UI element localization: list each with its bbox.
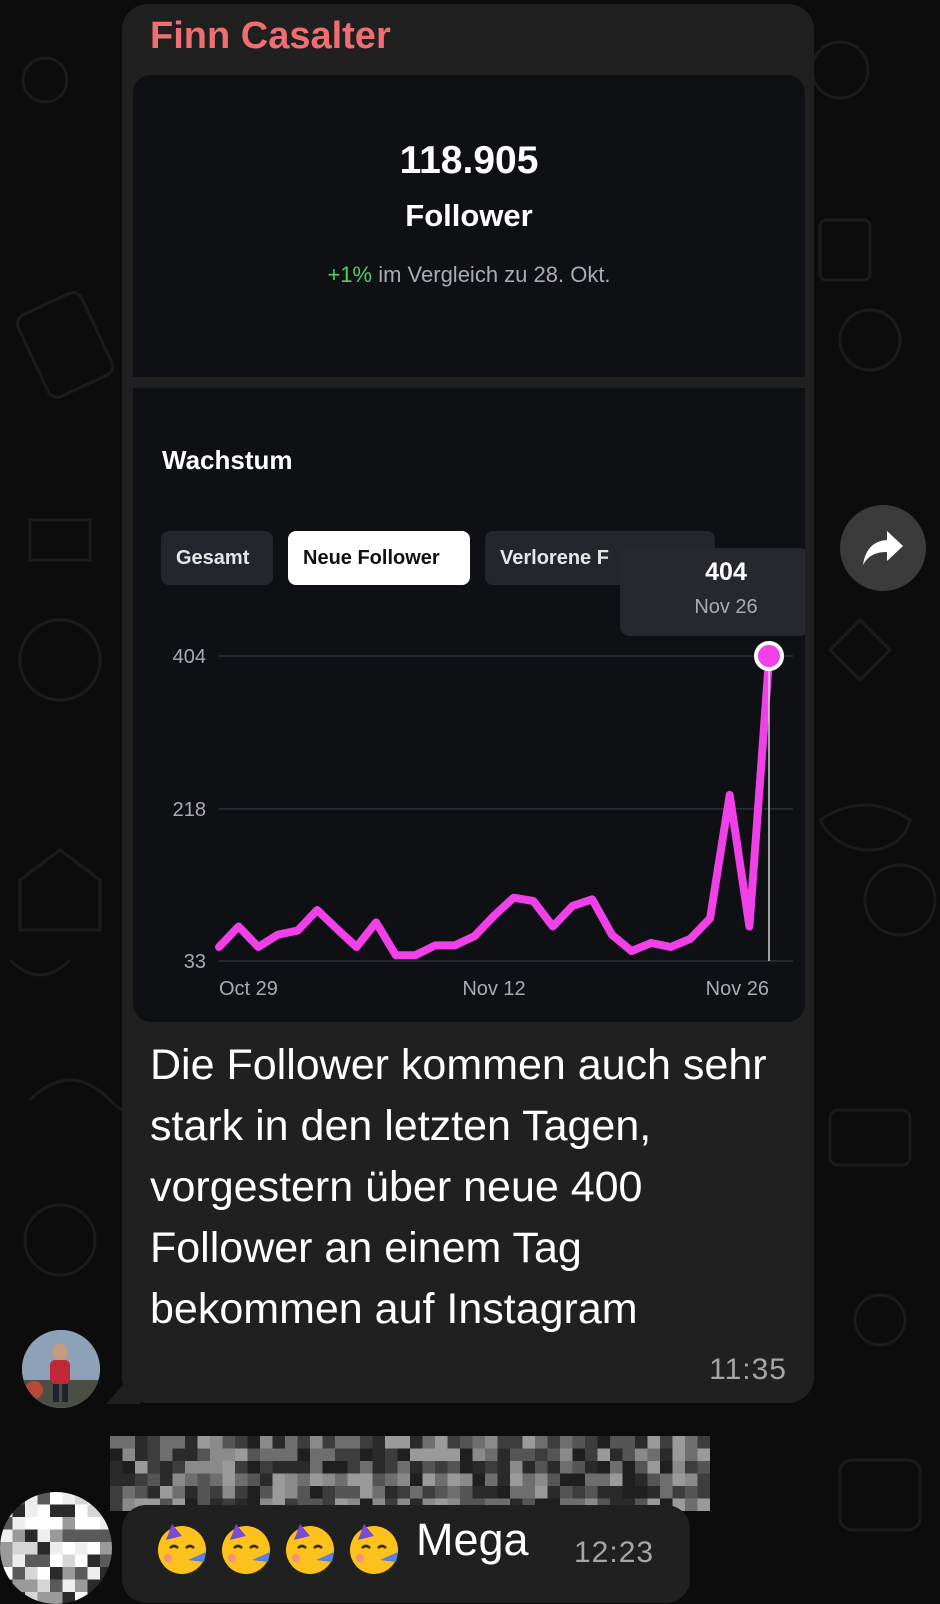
x-tick-label: Nov 26 xyxy=(706,978,769,1000)
share-arrow-icon xyxy=(863,531,903,565)
pixelated-sender-name xyxy=(110,1436,710,1511)
series-line xyxy=(215,655,773,960)
reply-bubble[interactable] xyxy=(122,1505,690,1603)
followers-count: 118.905 xyxy=(399,139,539,182)
y-tick-label: 404 xyxy=(173,646,206,668)
highlight-point[interactable] xyxy=(754,641,784,671)
message-text: Die Follower kommen auch sehr stark in d… xyxy=(150,1041,767,1333)
tab-gesamt[interactable]: Gesamt xyxy=(161,531,273,585)
y-tick-label: 218 xyxy=(173,799,206,821)
chart-tooltip: 404 Nov 26 xyxy=(620,548,805,636)
x-tick-label: Oct 29 xyxy=(219,978,278,1000)
message-time: 11:35 xyxy=(709,1353,787,1386)
tooltip-date: Nov 26 xyxy=(694,596,758,618)
followers-label: Follower xyxy=(405,198,533,233)
tooltip-value: 404 xyxy=(705,558,747,586)
partying-face-icon xyxy=(350,1524,398,1574)
partying-face-icon xyxy=(158,1524,206,1574)
delta-percent: +1% xyxy=(327,262,373,287)
emoji-row xyxy=(152,1512,404,1584)
partying-face-icon xyxy=(286,1524,334,1574)
followers-summary-panel: 118.905 Follower +1% im Vergleich zu 28.… xyxy=(133,75,805,377)
pixelated-avatar[interactable] xyxy=(0,1492,112,1604)
partying-face-icon xyxy=(222,1524,270,1574)
sender-name[interactable]: Finn Casalter xyxy=(150,15,391,57)
reply-time: 12:23 xyxy=(574,1536,655,1569)
growth-line-chart: 404 218 33 Oct 29 Nov 12 Nov 26 xyxy=(173,641,793,1000)
comparison-text: im Vergleich zu 28. Okt. xyxy=(372,262,611,287)
y-tick-label: 33 xyxy=(184,951,206,973)
forward-button[interactable] xyxy=(840,505,926,591)
growth-chart-panel: Wachstum Gesamt Neue Follower Verlorene … xyxy=(133,388,805,1022)
comparison-line: +1% im Vergleich zu 28. Okt. xyxy=(133,262,805,288)
reply-text: Mega xyxy=(416,1514,529,1565)
avatar[interactable] xyxy=(22,1330,100,1408)
section-title: Wachstum xyxy=(162,445,293,475)
tab-neue-follower[interactable]: Neue Follower xyxy=(288,531,470,585)
x-tick-label: Nov 12 xyxy=(462,978,525,1000)
